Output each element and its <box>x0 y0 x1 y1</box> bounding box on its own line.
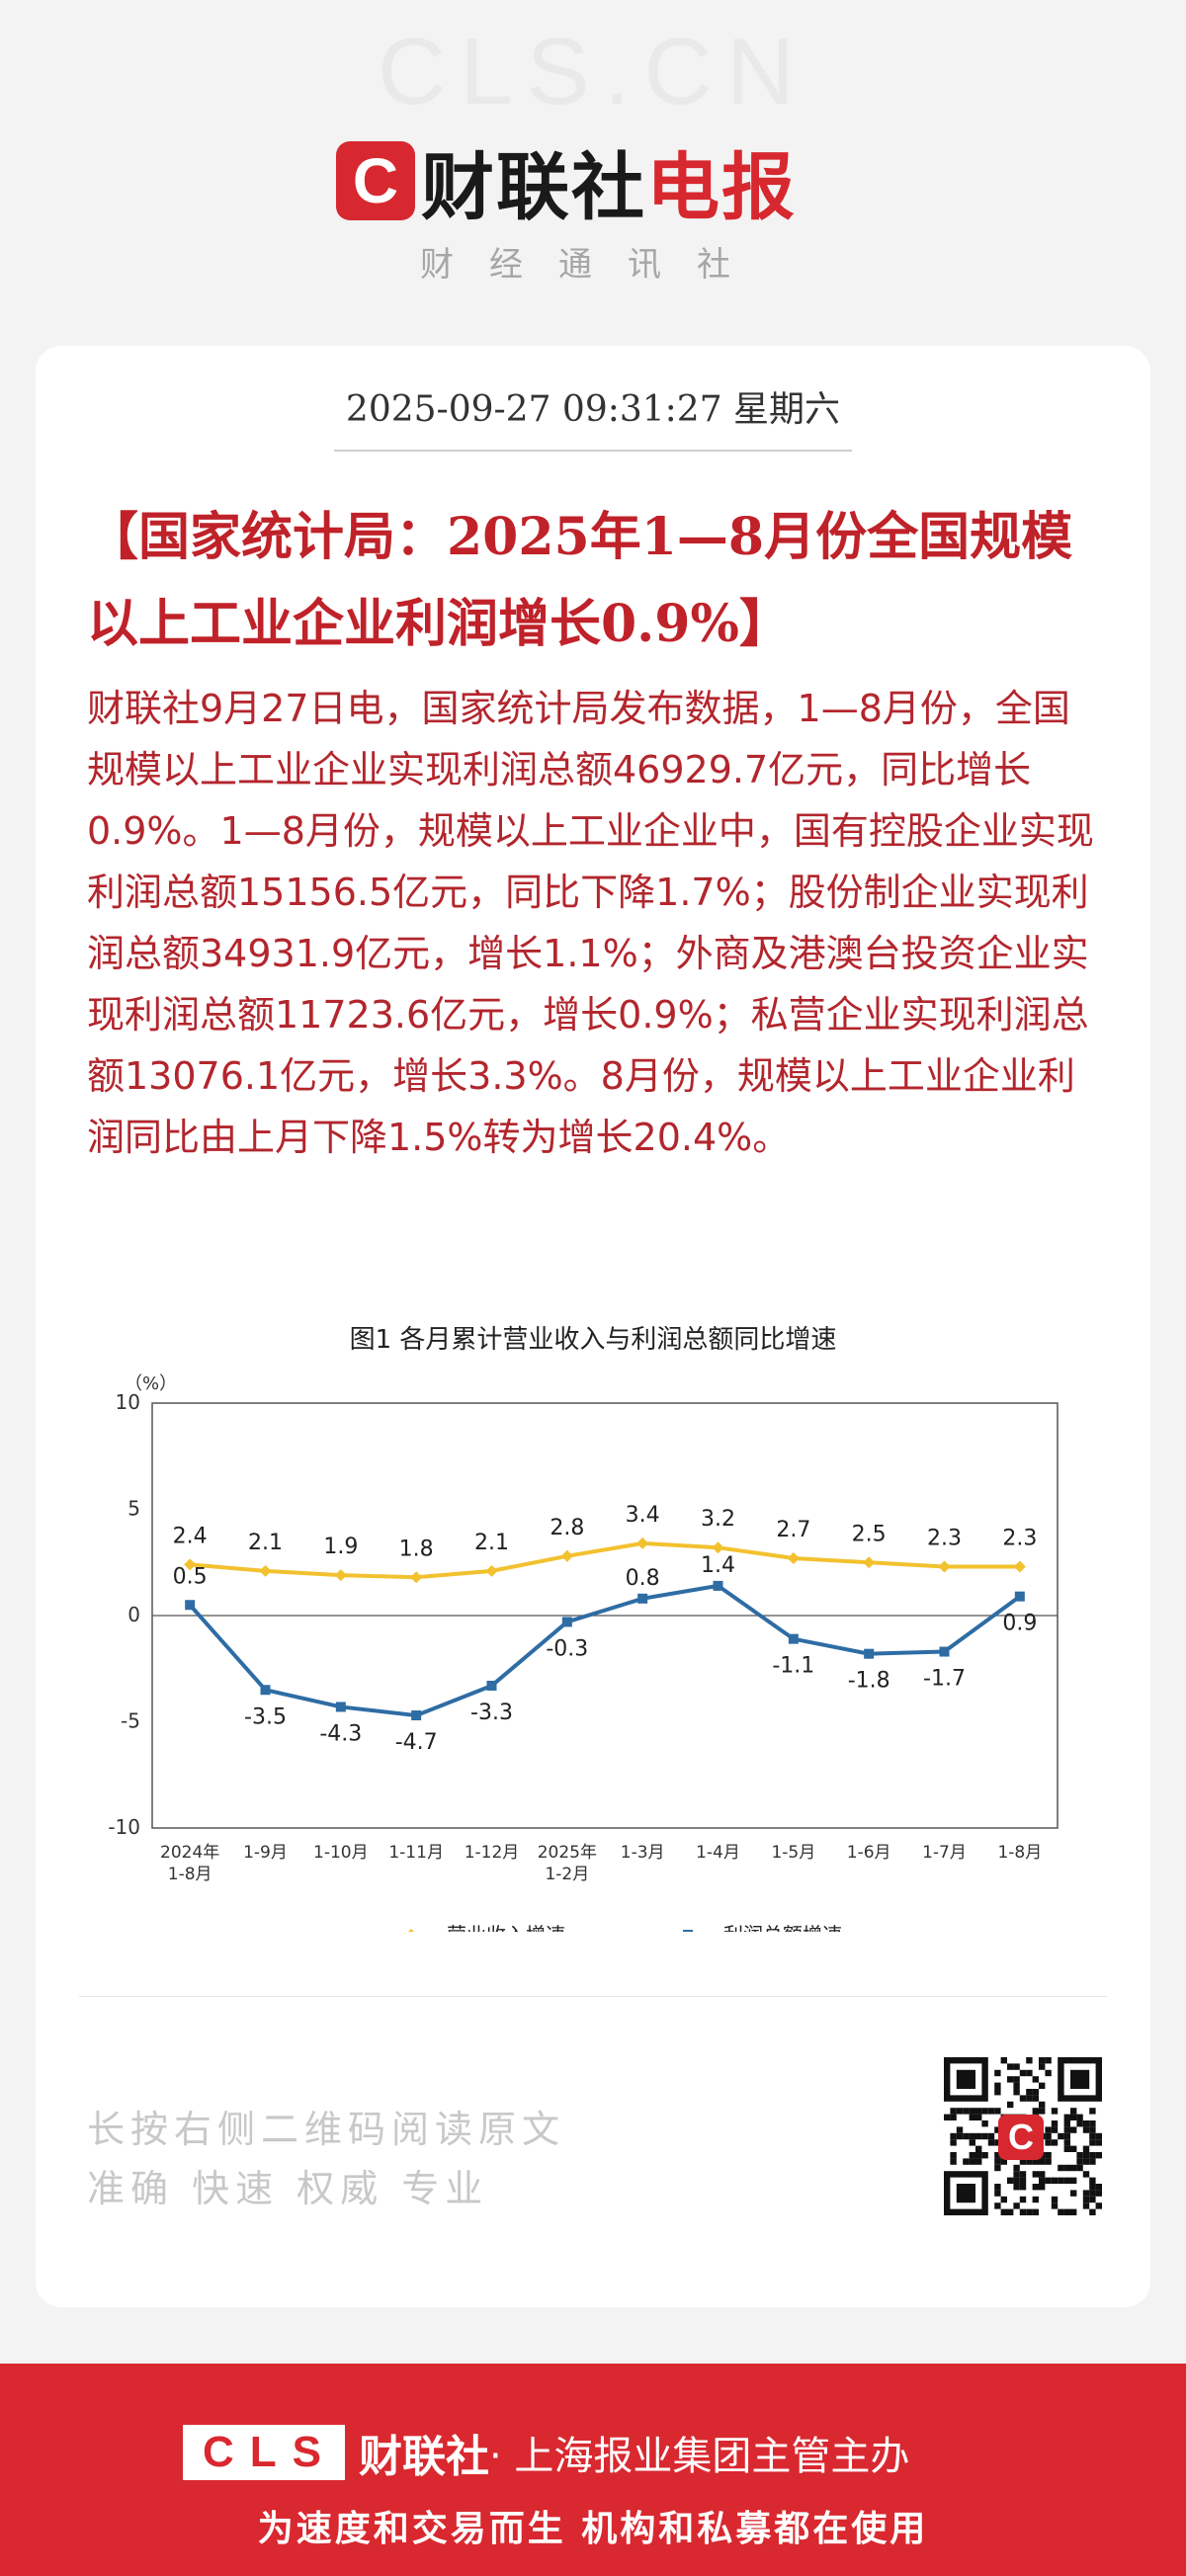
chart-figure: 图1 各月累计营业收入与利润总额同比增速 （%） 10 5 0 -5 -10 2024年 1-… <box>89 1319 1097 1932</box>
data-point <box>863 1556 876 1569</box>
footer-cta: 长按右侧二维码阅读原文 准确 快速 权威 专业 <box>87 2100 565 2218</box>
data-label: -3.3 <box>470 1701 513 1725</box>
data-label: 2.1 <box>248 1531 283 1555</box>
data-label: 2.8 <box>550 1516 584 1540</box>
cta-line-1: 长按右侧二维码阅读原文 <box>87 2108 566 2151</box>
data-label: 0.9 <box>1002 1612 1037 1636</box>
y-tick-label: 0 <box>127 1603 140 1626</box>
data-point <box>864 1648 875 1659</box>
data-point <box>334 1569 347 1582</box>
x-tick-label: 1-11月 <box>388 1843 444 1863</box>
brand-name-accent: 电报 <box>646 144 797 230</box>
data-label: 1.8 <box>399 1537 434 1561</box>
data-label: 2.7 <box>776 1518 810 1542</box>
brand-tagline: 财经通讯社 <box>420 245 766 285</box>
data-point <box>411 1710 422 1721</box>
x-tick-label: 1-8月 <box>168 1865 212 1884</box>
x-tick-label: 1-7月 <box>922 1843 967 1863</box>
data-point <box>486 1680 497 1691</box>
y-tick-label: 10 <box>116 1390 140 1414</box>
data-label: 0.8 <box>626 1566 660 1591</box>
data-label: 2.3 <box>1002 1527 1037 1551</box>
x-tick-label: 1-3月 <box>621 1843 665 1863</box>
data-label: -1.7 <box>923 1667 966 1692</box>
data-point <box>335 1702 346 1712</box>
data-point <box>259 1564 272 1577</box>
legend-marker <box>408 1929 414 1932</box>
article-body: 财联社9月27日电，国家统计局发布数据，1—8月份，全国规模以上工业企业实现利润… <box>87 687 1094 1159</box>
data-point <box>184 1558 197 1571</box>
data-point <box>1014 1591 1025 1602</box>
data-point <box>713 1580 723 1591</box>
data-point <box>712 1541 724 1554</box>
data-point <box>561 1617 572 1627</box>
x-tick-label: 1-2月 <box>545 1865 589 1884</box>
x-tick-label: 2025年 <box>538 1843 597 1863</box>
data-point <box>410 1571 423 1584</box>
x-tick-label: 1-5月 <box>771 1843 815 1863</box>
data-label: 0.5 <box>173 1564 208 1589</box>
data-point <box>788 1633 799 1644</box>
data-label: 3.4 <box>626 1503 660 1528</box>
data-label: 1.4 <box>701 1553 735 1578</box>
data-label: 2.3 <box>927 1527 962 1551</box>
brand-header: C 财联社 电报 <box>0 128 1186 237</box>
data-point <box>637 1593 648 1604</box>
x-tick-label: 1-8月 <box>997 1843 1042 1863</box>
data-label: -4.7 <box>395 1730 438 1755</box>
cls-brand-row: CLS 财联社 · 上海报业集团主管主办 <box>183 2421 909 2484</box>
watermark: CLS.CN <box>377 19 809 125</box>
divider <box>79 1996 1107 1997</box>
data-label: -1.8 <box>848 1669 890 1694</box>
article-headline: 【国家统计局：2025年1—8月份全国规模以上工业企业利润增长0.9%】 <box>87 507 1073 654</box>
cls-name: 财联社 <box>359 2432 489 2482</box>
data-point <box>260 1685 271 1696</box>
legend-marker <box>683 1930 693 1932</box>
legend-label: 营业收入增速 <box>447 1923 565 1932</box>
data-label: -4.3 <box>319 1721 362 1746</box>
series-line <box>189 1540 1020 1580</box>
data-label: 2.4 <box>173 1524 208 1548</box>
data-point <box>485 1564 498 1577</box>
data-point <box>1013 1560 1026 1573</box>
data-point <box>560 1549 573 1562</box>
data-point <box>636 1537 649 1549</box>
data-point <box>185 1600 196 1611</box>
datetime-underline <box>334 450 852 452</box>
data-label: 2.5 <box>852 1522 887 1546</box>
x-tick-label: 1-4月 <box>696 1843 740 1863</box>
cls-sub: · 上海报业集团主管主办 <box>489 2434 910 2479</box>
data-label: -3.5 <box>244 1704 287 1729</box>
y-tick-label: -10 <box>108 1815 140 1839</box>
x-tick-label: 1-12月 <box>465 1843 520 1863</box>
chart-title: 图1 各月累计营业收入与利润总额同比增速 <box>349 1325 837 1355</box>
line-chart: （%）10 5 0 -5 -10 2024年 1-8月 1-9月 1-10月 1-11月 1-12月… <box>108 1373 1059 1932</box>
data-point <box>938 1560 951 1573</box>
article-card <box>36 346 1150 2307</box>
x-tick-label: 2024年 <box>160 1843 219 1863</box>
data-label: 2.1 <box>474 1531 509 1555</box>
data-point <box>787 1551 800 1564</box>
banner-slogan: 为速度和交易而生 机构和私募都在使用 <box>257 2509 929 2549</box>
y-tick-label: -5 <box>121 1709 140 1733</box>
brand-name: 财联社 <box>421 144 646 230</box>
brand-logo-icon: C <box>336 141 415 220</box>
data-point <box>939 1646 950 1657</box>
x-tick-label: 1-10月 <box>313 1843 369 1863</box>
qr-logo-icon: C <box>998 2115 1044 2160</box>
article-datetime: 2025-09-27 09:31:27 星期六 <box>345 389 841 430</box>
data-label: -0.3 <box>546 1636 588 1661</box>
data-label: 3.2 <box>701 1507 735 1532</box>
x-tick-label: 1-6月 <box>847 1843 891 1863</box>
y-tick-label: 5 <box>127 1497 140 1521</box>
cta-line-2: 准确 快速 权威 专业 <box>87 2167 489 2210</box>
cls-logo: CLS <box>183 2425 345 2480</box>
data-label: -1.1 <box>772 1654 814 1679</box>
data-label: 1.9 <box>323 1535 358 1559</box>
series-line <box>188 1583 1022 1718</box>
x-tick-label: 1-9月 <box>243 1843 288 1863</box>
y-unit-label: （%） <box>125 1373 177 1394</box>
legend-label: 利润总额增速 <box>723 1923 842 1932</box>
